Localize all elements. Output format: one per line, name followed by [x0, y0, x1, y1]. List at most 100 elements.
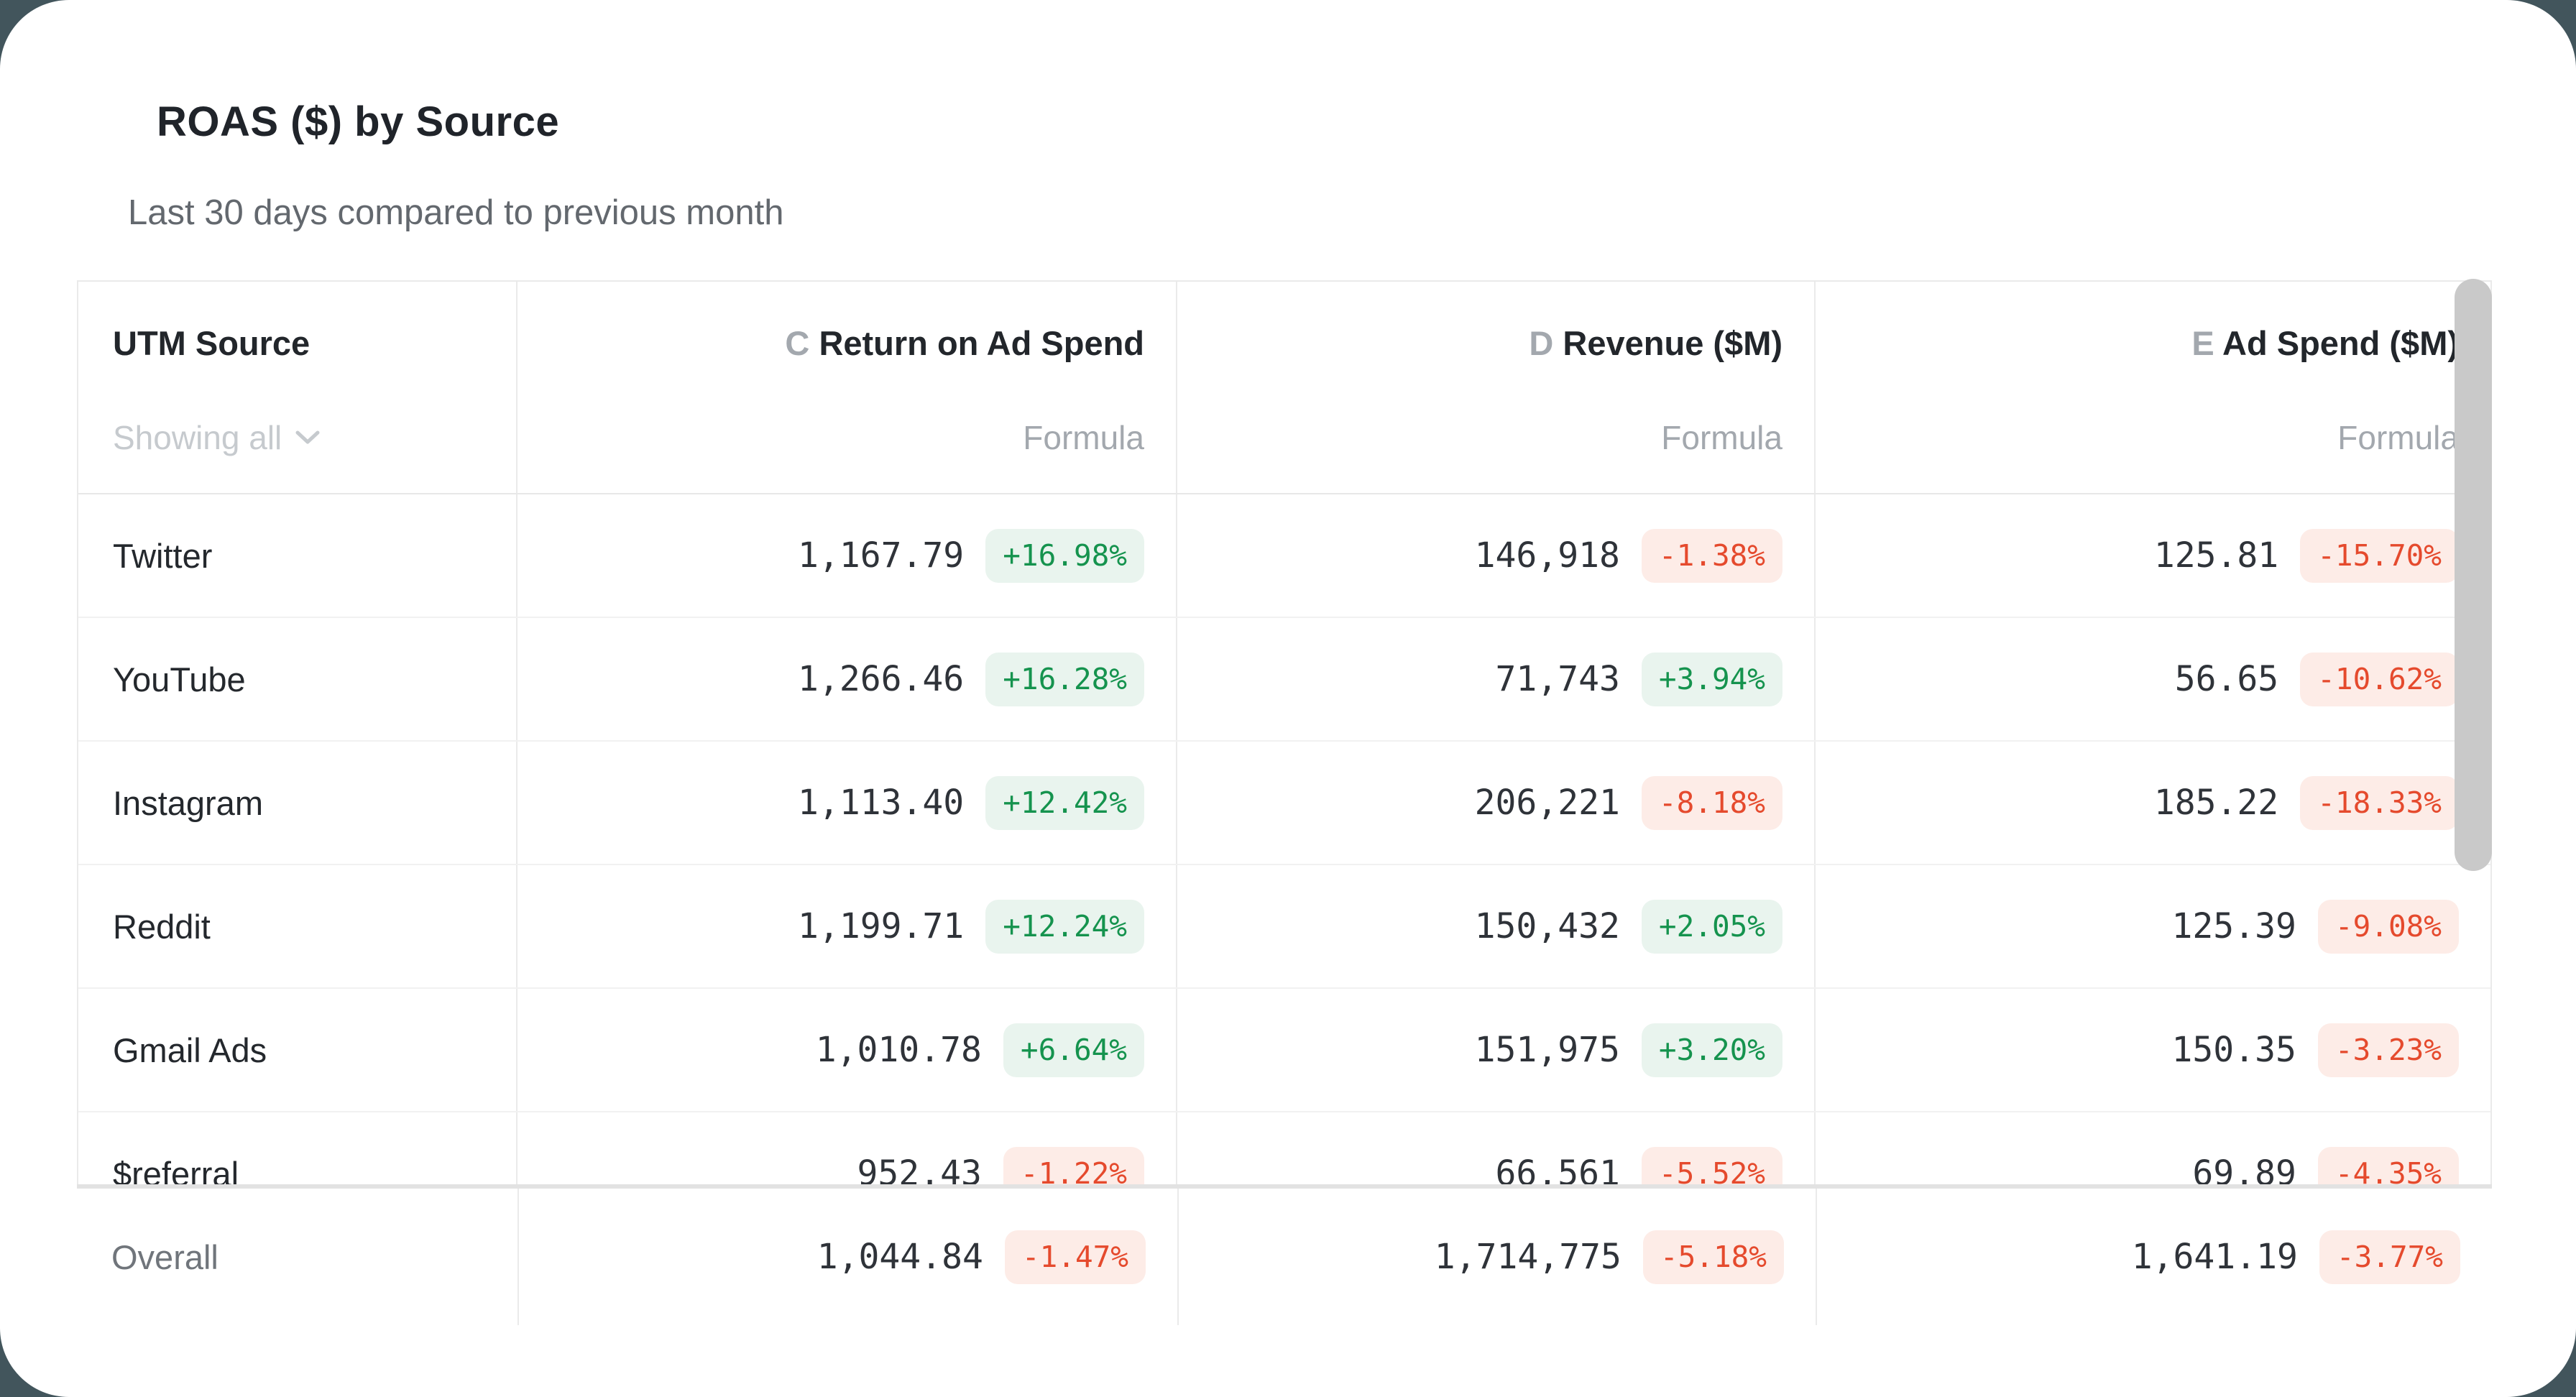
- metric-value: 150.35: [2171, 1030, 2296, 1070]
- metric-value: 185.22: [2153, 783, 2279, 823]
- metric-value: 1,266.46: [798, 659, 965, 699]
- metric-value: 206,221: [1474, 783, 1620, 823]
- delta-badge: -1.38%: [1641, 528, 1782, 583]
- source-name: Instagram: [113, 783, 263, 822]
- metric-value: 952.43: [857, 1153, 982, 1184]
- column-title: E Ad Spend ($M): [2191, 324, 2459, 362]
- source-name: Twitter: [113, 536, 213, 575]
- roas-table: UTM Source Showing all C Return on Ad Sp…: [77, 279, 2492, 1325]
- delta-badge: +3.20%: [1641, 1023, 1782, 1077]
- footer-revenue-cell: 1,714,775 -5.18%: [1177, 1189, 1816, 1325]
- metric-value: 1,167.79: [798, 535, 965, 576]
- delta-badge: -4.35%: [2317, 1146, 2459, 1184]
- metric-value: 71,743: [1495, 659, 1620, 699]
- delta-badge: +16.98%: [985, 528, 1144, 583]
- column-header-roas: C Return on Ad Spend Formula: [516, 282, 1176, 493]
- delta-badge: -3.77%: [2319, 1230, 2460, 1284]
- roas-cell: 1,010.78 +6.64%: [516, 989, 1176, 1111]
- roas-cell: 952.43 -1.22%: [516, 1112, 1176, 1184]
- card-title: ROAS ($) by Source: [157, 98, 560, 145]
- source-filter-label: Showing all: [113, 419, 282, 456]
- table-row[interactable]: YouTube 1,266.46 +16.28% 71,743 +3.94% 5…: [78, 618, 2490, 742]
- table-footer-row: Overall 1,044.84 -1.47% 1,714,775 -5.18%…: [77, 1189, 2492, 1325]
- metric-value: 1,714,775: [1434, 1237, 1622, 1277]
- column-letter: D: [1529, 324, 1554, 362]
- adspend-cell: 150.35 -3.23%: [1814, 989, 2490, 1111]
- delta-badge: -9.08%: [2317, 899, 2459, 954]
- delta-badge: +12.42%: [985, 775, 1144, 830]
- column-letter: E: [2191, 324, 2214, 362]
- delta-badge: +3.94%: [1641, 652, 1782, 706]
- delta-badge: -5.18%: [1642, 1230, 1784, 1284]
- table-header-row: UTM Source Showing all C Return on Ad Sp…: [78, 282, 2490, 494]
- delta-badge: +6.64%: [1003, 1023, 1144, 1077]
- metric-value: 125.81: [2153, 535, 2279, 576]
- column-formula-label: Formula: [1661, 419, 1782, 456]
- table-row[interactable]: Reddit 1,199.71 +12.24% 150,432 +2.05% 1…: [78, 865, 2490, 989]
- source-cell: Instagram: [78, 742, 516, 864]
- adspend-cell: 125.81 -15.70%: [1814, 494, 2490, 617]
- metric-value: 1,113.40: [798, 783, 965, 823]
- delta-badge: +16.28%: [985, 652, 1144, 706]
- adspend-cell: 69.89 -4.35%: [1814, 1112, 2490, 1184]
- metric-value: 56.65: [2174, 659, 2279, 699]
- table-main: UTM Source Showing all C Return on Ad Sp…: [77, 280, 2492, 1184]
- metric-value: 146,918: [1474, 535, 1620, 576]
- source-cell: Twitter: [78, 494, 516, 617]
- revenue-cell: 71,743 +3.94%: [1176, 618, 1814, 740]
- source-name: $referral: [113, 1154, 239, 1185]
- adspend-cell: 125.39 -9.08%: [1814, 865, 2490, 987]
- delta-badge: -8.18%: [1641, 775, 1782, 830]
- roas-cell: 1,113.40 +12.42%: [516, 742, 1176, 864]
- column-header-revenue: D Revenue ($M) Formula: [1176, 282, 1814, 493]
- delta-badge: -5.52%: [1641, 1146, 1782, 1184]
- table-row[interactable]: Twitter 1,167.79 +16.98% 146,918 -1.38% …: [78, 494, 2490, 618]
- revenue-cell: 66,561 -5.52%: [1176, 1112, 1814, 1184]
- column-header-adspend: E Ad Spend ($M) Formula: [1814, 282, 2490, 493]
- metric-value: 1,641.19: [2131, 1237, 2298, 1277]
- footer-source-label: Overall: [111, 1237, 218, 1276]
- source-cell: $referral: [78, 1112, 516, 1185]
- delta-badge: -1.22%: [1003, 1146, 1144, 1184]
- column-formula-label: Formula: [1023, 419, 1144, 456]
- delta-badge: -18.33%: [2300, 775, 2459, 830]
- source-name: Reddit: [113, 907, 211, 946]
- delta-badge: -1.47%: [1004, 1230, 1146, 1284]
- source-filter-dropdown[interactable]: Showing all: [113, 418, 484, 457]
- adspend-cell: 56.65 -10.62%: [1814, 618, 2490, 740]
- revenue-cell: 206,221 -8.18%: [1176, 742, 1814, 864]
- column-formula-label: Formula: [2337, 419, 2459, 456]
- table-body: Twitter 1,167.79 +16.98% 146,918 -1.38% …: [78, 494, 2490, 1184]
- vertical-scrollbar-thumb[interactable]: [2455, 279, 2492, 871]
- revenue-cell: 150,432 +2.05%: [1176, 865, 1814, 987]
- metric-value: 1,044.84: [816, 1237, 983, 1277]
- source-cell: Gmail Ads: [78, 989, 516, 1111]
- delta-badge: -15.70%: [2300, 528, 2459, 583]
- roas-cell: 1,266.46 +16.28%: [516, 618, 1176, 740]
- column-header-utm-source: UTM Source Showing all: [78, 282, 516, 493]
- footer-adspend-cell: 1,641.19 -3.77%: [1816, 1189, 2492, 1325]
- metric-value: 1,199.71: [798, 906, 965, 946]
- column-letter: C: [785, 324, 810, 362]
- delta-badge: -10.62%: [2300, 652, 2459, 706]
- adspend-cell: 185.22 -18.33%: [1814, 742, 2490, 864]
- column-title: UTM Source: [113, 324, 310, 362]
- revenue-cell: 146,918 -1.38%: [1176, 494, 1814, 617]
- column-title: C Return on Ad Spend: [785, 324, 1144, 362]
- source-name: Gmail Ads: [113, 1031, 267, 1069]
- metric-value: 1,010.78: [815, 1030, 982, 1070]
- metric-value: 69.89: [2192, 1153, 2296, 1184]
- metric-value: 151,975: [1474, 1030, 1620, 1070]
- revenue-cell: 151,975 +3.20%: [1176, 989, 1814, 1111]
- column-title: D Revenue ($M): [1529, 324, 1782, 362]
- delta-badge: +2.05%: [1641, 899, 1782, 954]
- table-row[interactable]: $referral 952.43 -1.22% 66,561 -5.52% 69…: [78, 1112, 2490, 1184]
- delta-badge: -3.23%: [2317, 1023, 2459, 1077]
- chevron-down-icon: [295, 430, 320, 444]
- table-row[interactable]: Instagram 1,113.40 +12.42% 206,221 -8.18…: [78, 742, 2490, 865]
- footer-roas-cell: 1,044.84 -1.47%: [518, 1189, 1177, 1325]
- table-row[interactable]: Gmail Ads 1,010.78 +6.64% 151,975 +3.20%…: [78, 989, 2490, 1112]
- delta-badge: +12.24%: [985, 899, 1144, 954]
- roas-cell: 1,167.79 +16.98%: [516, 494, 1176, 617]
